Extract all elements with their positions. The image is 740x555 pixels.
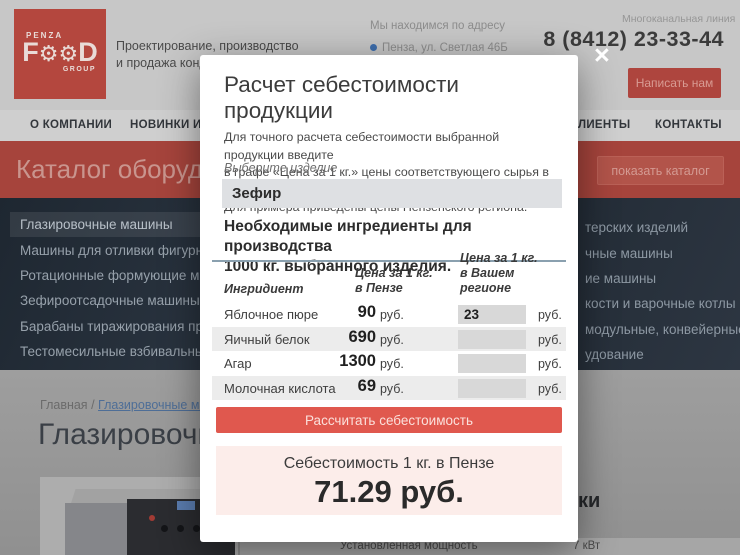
column-header-region-line-1: Цена за 1 кг. xyxy=(460,251,538,265)
spec-table-row: Установленная мощность 7 кВт xyxy=(240,538,740,555)
result-label: Себестоимость 1 кг. в Пензе xyxy=(283,455,495,472)
company-tagline: Проектирование, производство и продажа к… xyxy=(116,38,299,72)
region-price-input[interactable] xyxy=(458,329,526,349)
table-row-agar: Агар 1300 руб. руб. xyxy=(212,351,566,376)
machine-knob xyxy=(161,525,168,532)
menu-item-dough-mixers[interactable]: Тестомесильные взбивальные маши xyxy=(20,344,252,360)
penza-price-value: 90 xyxy=(357,303,376,321)
currency-label: руб. xyxy=(380,381,404,396)
catalog-menu-left-column: Глазировочные машины Машины для отливки … xyxy=(10,212,252,364)
machine-body xyxy=(65,503,127,555)
table-header-row: Ингридиент Цена за 1 кг. в Пензе Цена за… xyxy=(212,251,566,302)
column-header-penza-line-2: в Пензе xyxy=(355,281,403,295)
tagline-line-2: и продажа конд xyxy=(116,56,207,70)
logo-penza-text: PENZA xyxy=(26,31,64,40)
machine-knob xyxy=(177,525,184,532)
currency-label: руб. xyxy=(380,308,404,322)
tagline-line-1: Проектирование, производство xyxy=(116,39,299,53)
machine-display xyxy=(177,501,195,510)
region-price-input[interactable] xyxy=(458,305,526,324)
cost-calculator-modal: Расчет себестоимости продукции Для точно… xyxy=(200,55,578,542)
location-pin-icon xyxy=(370,44,377,51)
address-label: Мы находимся по адресу xyxy=(370,20,505,32)
result-box: Себестоимость 1 кг. в Пензе 71.29 руб. xyxy=(216,446,562,515)
spec-value: 7 кВт xyxy=(573,540,601,552)
product-select[interactable]: Зефир xyxy=(222,179,562,208)
currency-label: руб. xyxy=(380,332,404,347)
menu-item-fragment-6[interactable]: удование xyxy=(585,347,644,363)
menu-item-zefir-depositing[interactable]: Зефироотсадочные машины xyxy=(20,293,200,309)
table-row-apple-puree: Яблочное пюре 90 руб. руб. xyxy=(212,302,566,327)
ingredients-heading: Необходимые ингредиенты для производства… xyxy=(224,217,578,277)
nav-item-about[interactable]: О КОМПАНИИ xyxy=(30,119,113,131)
site-header: PENZA F⚙⚙D GROUP Проектирование, произво… xyxy=(0,0,740,110)
nav-item-news[interactable]: НОВИНКИ И С xyxy=(130,119,214,131)
penza-price-value: 69 xyxy=(357,376,376,395)
column-header-penza-line-1: Цена за 1 кг. xyxy=(355,266,433,280)
table-row-egg-white: Яичный белок 690 руб. руб. xyxy=(212,326,566,351)
logo-group-text: GROUP xyxy=(62,66,96,73)
ingredients-heading-line-1: Необходимые ингредиенты для производства xyxy=(224,218,472,255)
address-text: Пенза, ул. Светлая 46Б xyxy=(382,42,508,54)
machine-red-knob xyxy=(149,515,155,521)
region-price-input[interactable] xyxy=(458,378,526,398)
table-row-lactic-acid: Молочная кислота 69 руб. руб. xyxy=(212,375,566,400)
catalog-banner-title: Каталог оборудов xyxy=(16,154,232,184)
modal-title: Расчет себестоимости продукции xyxy=(224,72,459,123)
currency-label: руб. xyxy=(538,381,562,396)
penza-price-value: 1300 xyxy=(339,352,376,370)
show-catalog-button[interactable]: показать каталог xyxy=(597,156,724,185)
spec-label: Установленная мощность xyxy=(340,540,478,552)
address-line: Пенза, ул. Светлая 46Б xyxy=(370,42,508,54)
phone-label: Многоканальная линия xyxy=(622,13,736,25)
machine-knob xyxy=(193,525,200,532)
currency-label: руб. xyxy=(538,332,562,347)
gear-icon: ⚙ xyxy=(38,41,59,66)
nav-item-contacts[interactable]: КОНТАКТЫ xyxy=(655,119,722,131)
phone-number: 8 (8412) 23-33-44 xyxy=(543,27,724,51)
calculate-cost-button[interactable]: Рассчитать себестоимость xyxy=(216,407,562,433)
ingredients-table: Ингридиент Цена за 1 кг. в Пензе Цена за… xyxy=(212,251,566,400)
menu-item-chocolate-molding[interactable]: Машины для отливки фигурного шок xyxy=(20,242,251,258)
column-header-ingredient: Ингридиент xyxy=(224,282,304,296)
ingredient-name: Яичный белок xyxy=(224,331,310,347)
company-logo[interactable]: PENZA F⚙⚙D GROUP xyxy=(14,9,106,99)
gear-icon: ⚙ xyxy=(58,41,79,66)
write-us-button[interactable]: Написать нам xyxy=(628,68,721,98)
column-header-penza-price: Цена за 1 кг. в Пензе xyxy=(355,266,433,296)
breadcrumb-home[interactable]: Главная xyxy=(40,398,88,412)
currency-label: руб. xyxy=(538,308,562,322)
currency-label: руб. xyxy=(538,357,562,371)
menu-item-fragment-3[interactable]: ие машины xyxy=(585,270,657,286)
nav-item-clients[interactable]: ЛИЕНТЫ xyxy=(578,119,631,131)
ingredients-heading-line-2: 1000 кг. выбранного изделия. xyxy=(224,258,452,275)
description-line-1: Для точного расчета себестоимости выбран… xyxy=(224,130,500,162)
menu-item-rotary-forming[interactable]: Ротационные формующие машины xyxy=(20,267,243,283)
ingredient-name: Агар xyxy=(224,356,252,371)
column-header-region-price: Цена за 1 кг. в Вашем регионе xyxy=(460,251,566,296)
menu-item-gingerbread-drums[interactable]: Барабаны тиражирования пряников xyxy=(20,318,246,334)
menu-item-fragment-1[interactable]: терских изделий xyxy=(585,220,689,236)
menu-item-fragment-4[interactable]: кости и варочные котлы xyxy=(585,296,736,312)
section-heading-fragment: ки xyxy=(578,490,601,512)
column-header-region-line-2: в Вашем регионе xyxy=(460,266,515,295)
logo-food-text: F⚙⚙D xyxy=(22,37,98,67)
result-value: 71.29 руб. xyxy=(314,474,464,509)
product-select-label: Выберите изделие xyxy=(224,161,338,175)
ingredient-name: Молочная кислота xyxy=(224,380,336,396)
catalog-menu-right-column: терских изделий чные машины ие машины ко… xyxy=(585,215,740,367)
ingredient-name: Яблочное пюре xyxy=(224,307,319,322)
close-icon[interactable]: × xyxy=(594,40,610,70)
region-price-input[interactable] xyxy=(458,354,526,373)
menu-item-fragment-5[interactable]: модульные, конвейерные xyxy=(585,321,740,337)
currency-label: руб. xyxy=(380,357,404,371)
penza-price-value: 690 xyxy=(348,327,376,346)
menu-item-fragment-2[interactable]: чные машины xyxy=(585,245,673,261)
breadcrumb-separator: / xyxy=(91,398,95,412)
